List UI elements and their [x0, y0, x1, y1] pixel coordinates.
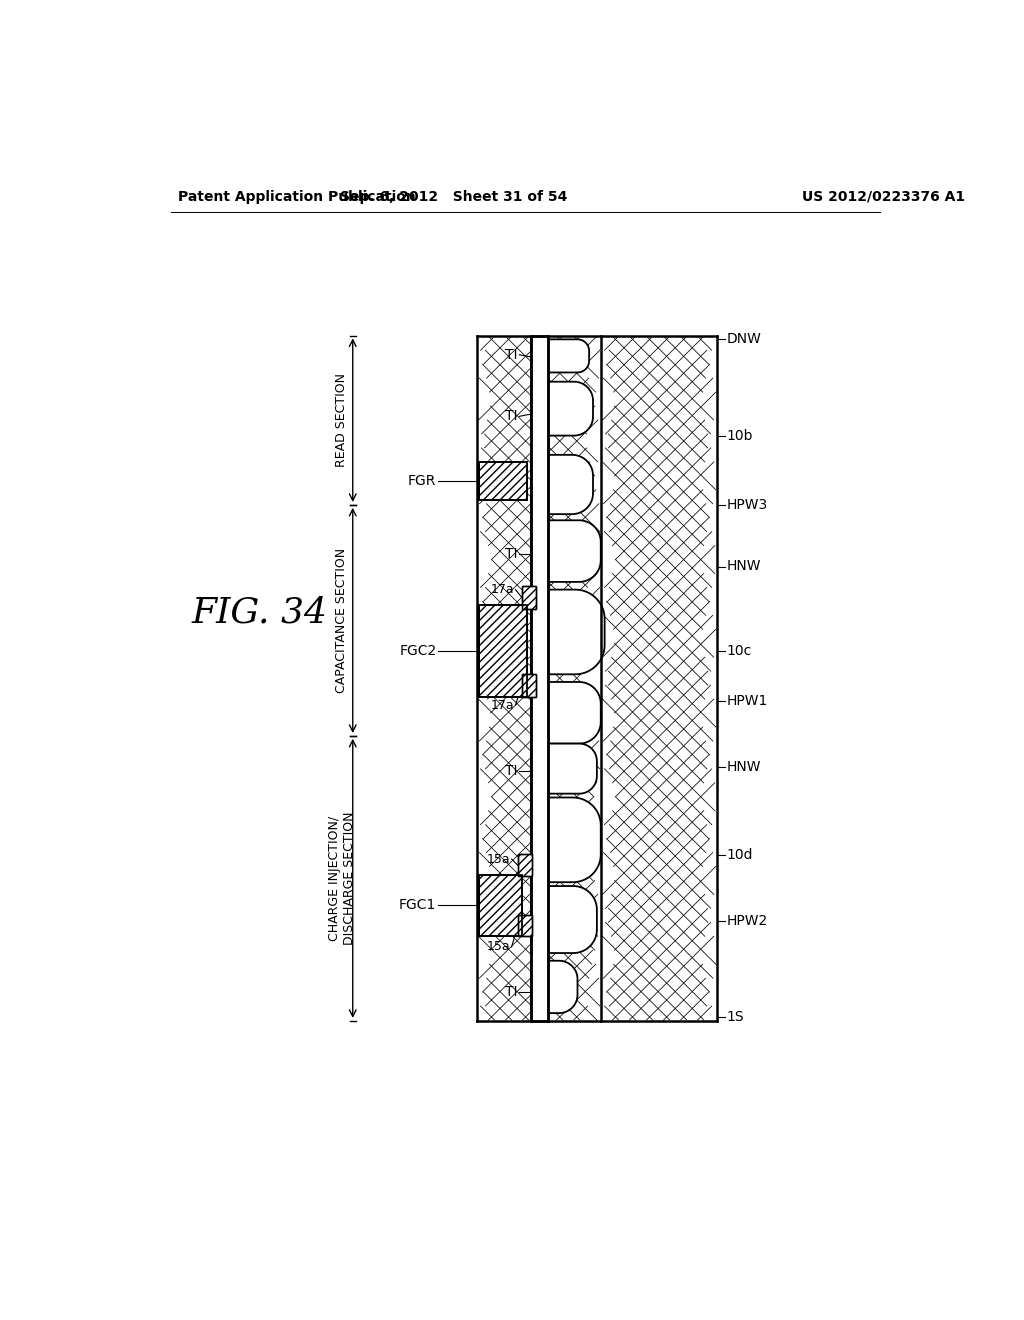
Text: HNW: HNW: [726, 560, 761, 573]
Text: CHARGE INJECTION/
DISCHARGE SECTION: CHARGE INJECTION/ DISCHARGE SECTION: [328, 812, 356, 945]
Text: FGC2: FGC2: [399, 644, 436, 659]
Text: 1S: 1S: [726, 1010, 743, 1024]
Bar: [518, 854, 531, 876]
Bar: [521, 675, 536, 697]
Text: TI: TI: [505, 409, 518, 424]
Text: READ SECTION: READ SECTION: [336, 374, 348, 467]
Text: DNW: DNW: [726, 333, 761, 346]
Text: US 2012/0223376 A1: US 2012/0223376 A1: [802, 190, 966, 203]
Text: 10c: 10c: [726, 644, 752, 659]
Bar: [518, 915, 531, 936]
Text: Sep. 6, 2012   Sheet 31 of 54: Sep. 6, 2012 Sheet 31 of 54: [340, 190, 567, 203]
Bar: [479, 462, 527, 500]
Bar: [479, 874, 521, 936]
Text: FGC1: FGC1: [399, 899, 436, 912]
Text: FIG. 34: FIG. 34: [191, 595, 328, 630]
Text: 17a: 17a: [490, 698, 514, 711]
Polygon shape: [531, 455, 593, 515]
Text: Patent Application Publication: Patent Application Publication: [178, 190, 416, 203]
Bar: [479, 462, 527, 500]
Text: TI: TI: [505, 548, 518, 561]
Bar: [521, 675, 536, 697]
Text: FGR: FGR: [409, 474, 436, 488]
Polygon shape: [531, 743, 597, 793]
Bar: [518, 854, 531, 876]
Polygon shape: [531, 520, 601, 582]
Text: 10d: 10d: [726, 849, 753, 862]
Bar: [479, 605, 527, 697]
Text: TI: TI: [505, 985, 518, 999]
Text: TI: TI: [505, 763, 518, 777]
Text: 17a: 17a: [490, 583, 514, 597]
Polygon shape: [531, 961, 578, 1014]
Bar: [479, 874, 521, 936]
Text: CAPACITANCE SECTION: CAPACITANCE SECTION: [336, 548, 348, 693]
Text: 10b: 10b: [726, 429, 753, 442]
Polygon shape: [531, 886, 597, 953]
Polygon shape: [531, 339, 589, 372]
Polygon shape: [531, 381, 593, 436]
Polygon shape: [531, 590, 604, 675]
Bar: [518, 915, 531, 936]
Polygon shape: [531, 797, 601, 882]
Text: HPW3: HPW3: [726, 498, 768, 512]
Text: 15a: 15a: [486, 853, 510, 866]
Text: HPW1: HPW1: [726, 694, 768, 709]
Bar: [521, 586, 536, 609]
Text: HPW2: HPW2: [726, 913, 768, 928]
Bar: [531, 335, 548, 1020]
Polygon shape: [531, 682, 601, 743]
Text: TI: TI: [505, 347, 518, 362]
Text: 15a: 15a: [486, 940, 510, 953]
Bar: [479, 605, 527, 697]
Bar: [521, 586, 536, 609]
Text: HNW: HNW: [726, 760, 761, 774]
